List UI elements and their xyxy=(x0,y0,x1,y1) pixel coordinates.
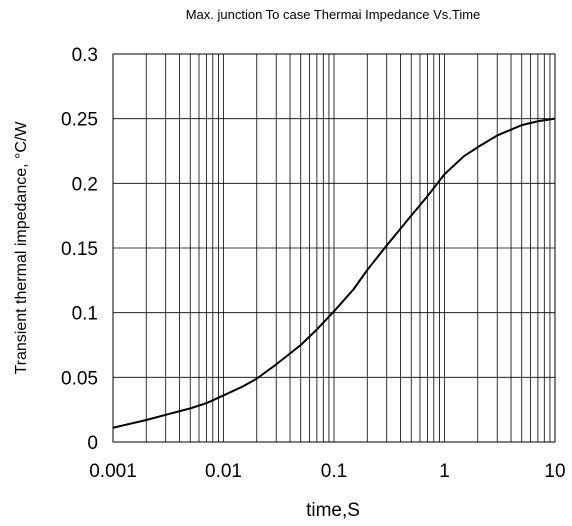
series-layer xyxy=(112,117,556,429)
series-line xyxy=(112,117,556,429)
x-tick-label: 0.1 xyxy=(321,461,347,482)
y-tick-label: 0.2 xyxy=(72,174,98,195)
y-axis-label: Transient thermal impedance, °C/W xyxy=(13,121,30,375)
y-tick-label: 0.25 xyxy=(61,110,98,131)
x-tick-label: 0.01 xyxy=(205,461,242,482)
y-tick-label: 0.3 xyxy=(72,45,98,66)
y-tick-label: 0.15 xyxy=(61,239,98,260)
plot-frame xyxy=(112,53,556,443)
y-tick-label: 0.05 xyxy=(61,368,98,389)
tick-labels: 0.001 0.01 0.1 1 10 0 0.05 0.1 0.15 0.2 0.25 0.3 xyxy=(61,45,566,482)
grid xyxy=(112,53,555,443)
x-axis-label: time,S xyxy=(306,500,360,521)
y-tick-label: 0 xyxy=(87,433,98,454)
x-tick-label: 0.001 xyxy=(89,461,137,482)
x-tick-label: 1 xyxy=(439,461,450,482)
chart-title: Max. junction To case Thermai Impedance … xyxy=(186,7,481,22)
x-tick-label: 10 xyxy=(544,461,565,482)
y-tick-label: 0.1 xyxy=(72,304,98,325)
